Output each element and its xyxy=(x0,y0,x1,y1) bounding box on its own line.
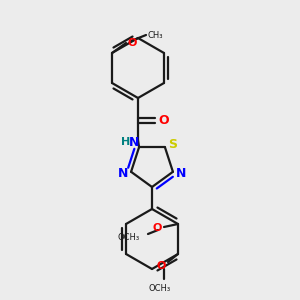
Text: N: N xyxy=(129,136,139,148)
Text: O: O xyxy=(127,38,136,48)
Text: O: O xyxy=(157,261,166,271)
Text: H: H xyxy=(122,137,130,147)
Text: N: N xyxy=(176,167,186,180)
Text: OCH₃: OCH₃ xyxy=(149,284,171,293)
Text: O: O xyxy=(153,223,162,233)
Text: O: O xyxy=(158,113,169,127)
Text: OCH₃: OCH₃ xyxy=(118,232,140,242)
Text: CH₃: CH₃ xyxy=(147,31,163,40)
Text: S: S xyxy=(168,138,177,151)
Text: N: N xyxy=(118,167,128,180)
